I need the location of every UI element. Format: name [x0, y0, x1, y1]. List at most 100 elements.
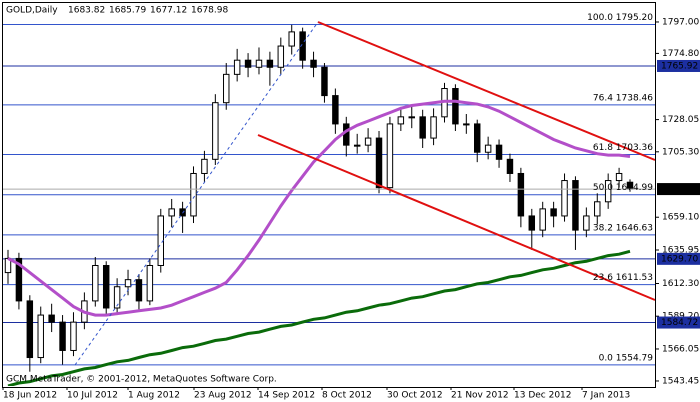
candle-body [572, 180, 579, 231]
candle-body [604, 180, 612, 203]
candle-body [550, 208, 557, 217]
y-tick-label: 1543.45 [662, 376, 699, 386]
y-tick-label: 1705.30 [662, 147, 699, 157]
candle-body [92, 265, 99, 302]
y-tick-label: 1728.05 [662, 115, 699, 125]
plot-border [2, 2, 656, 388]
x-tick-label: 10 Jul 2012 [67, 391, 118, 401]
level-box [657, 252, 700, 265]
candle-body [495, 144, 503, 160]
candle-body [201, 158, 208, 174]
candle-body [102, 265, 110, 309]
candle-body [321, 66, 328, 97]
candle-body [124, 279, 132, 288]
y-tick-label: 1612.30 [662, 279, 699, 289]
candle-body [288, 31, 295, 47]
candle-body [506, 158, 514, 174]
candle-body [583, 215, 590, 231]
x-tick-label: 8 Oct 2012 [322, 391, 372, 401]
current-price-box [657, 183, 700, 196]
fib-label: 0.0 1554.79 [599, 353, 654, 363]
candle-body [59, 321, 66, 351]
channel-lower [257, 134, 656, 301]
y-tick-label: 1797.00 [662, 17, 699, 27]
current-price-label: 1678.98 [661, 185, 698, 195]
candle-body [15, 257, 23, 302]
footer: GCM MetaTrader, © 2001-2012, MetaQuotes … [6, 375, 277, 385]
candle-body [190, 172, 197, 217]
ohlc-value: 1685.79 [109, 6, 146, 16]
candle-body [517, 172, 525, 217]
candle-body [375, 137, 383, 189]
channel-upper [317, 21, 656, 161]
candle-body [37, 314, 44, 359]
candle-body [408, 116, 415, 119]
x-tick-label: 18 Jun 2012 [3, 391, 57, 401]
candle-body [474, 123, 481, 153]
candle-body [168, 208, 175, 217]
candle-body [397, 116, 405, 125]
candle-body [484, 144, 492, 153]
candle-body [452, 88, 459, 125]
x-tick-label: 13 Dec 2012 [514, 391, 572, 401]
x-tick-label: 14 Sep 2012 [258, 391, 315, 401]
x-tick-label: 23 Aug 2012 [194, 391, 252, 401]
fib-label: 23.6 1611.53 [593, 273, 653, 283]
symbol: GOLD,Daily [6, 6, 58, 16]
candle-body [135, 279, 143, 302]
fib-label: 38.2 1646.63 [593, 223, 653, 233]
candle-body [299, 31, 306, 61]
candle-body [419, 116, 426, 139]
y-tick-label: 1566.05 [662, 344, 699, 354]
y-tick-label: 1659.10 [662, 213, 699, 223]
candle-body [48, 314, 55, 323]
level-label: 1765.92 [661, 61, 698, 71]
level-label: 1584.72 [661, 318, 698, 328]
candle-body [364, 137, 372, 146]
candle-body [26, 300, 34, 359]
candle-body [615, 172, 623, 182]
candle-body [539, 208, 546, 231]
candle-body [594, 201, 601, 217]
x-tick-label: 1 Aug 2012 [128, 391, 180, 401]
candle-body [255, 59, 263, 68]
candle-body [277, 45, 285, 68]
candle-body [266, 59, 274, 68]
candle-body [70, 321, 77, 351]
moving-average [7, 249, 631, 386]
candle-body [528, 215, 536, 231]
level-box [657, 59, 700, 72]
y-tick-label: 1774.80 [662, 49, 699, 59]
candle-body [386, 123, 394, 189]
x-tick-label: 30 Oct 2012 [387, 391, 443, 401]
candle-body [212, 102, 219, 160]
candle-body [223, 73, 230, 104]
ohlc-value: 1683.82 [68, 6, 105, 16]
fib-trend [74, 21, 319, 366]
level-box [657, 316, 700, 329]
level-label: 1629.70 [661, 254, 698, 264]
y-tick-label: 1635.95 [662, 246, 699, 256]
candle-body [146, 265, 154, 302]
candle-body [244, 59, 252, 68]
x-tick-label: 7 Jan 2013 [582, 391, 630, 401]
ohlc-value: 1678.98 [191, 6, 228, 16]
candle-body [343, 123, 350, 146]
candle-body [310, 59, 317, 68]
x-tick-label: 21 Nov 2012 [451, 391, 509, 401]
plot-area [3, 24, 655, 386]
candle-body [430, 116, 437, 139]
candle-body [353, 144, 361, 147]
candle-body [332, 95, 339, 125]
fib-label: 100.0 1795.20 [587, 13, 653, 23]
fib-label: 50.0 1674.99 [593, 183, 653, 193]
candle-body [113, 286, 121, 309]
candle-body [463, 123, 470, 126]
candle-body [561, 180, 568, 217]
candle-body [233, 59, 241, 75]
ohlc-value: 1677.12 [150, 6, 187, 16]
moving-average [7, 99, 631, 317]
fib-label: 61.8 1703.36 [593, 143, 653, 153]
